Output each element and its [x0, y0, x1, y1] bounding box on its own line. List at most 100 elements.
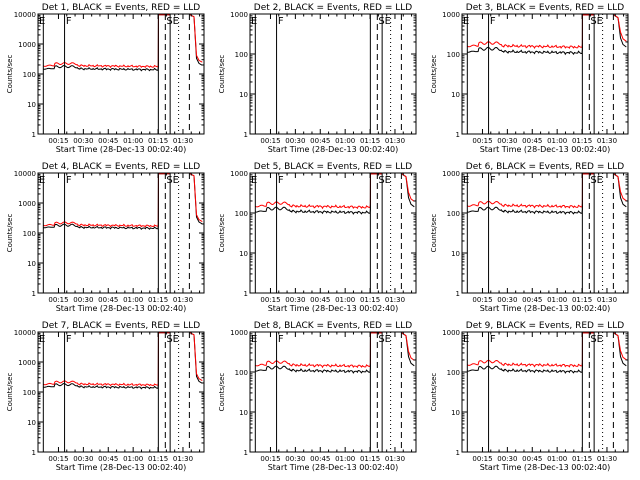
y-tick-label: 100 — [235, 369, 248, 377]
panel-title: Det 4, BLACK = Events, RED = LLD — [42, 162, 201, 172]
x-tick-label: 01:30 — [173, 137, 193, 145]
x-tick-label: 00:30 — [73, 137, 93, 145]
x-tick-label: 01:00 — [335, 137, 355, 145]
series-lld-line — [43, 14, 171, 69]
marker-f: F — [66, 16, 72, 27]
series-lld-line — [255, 173, 383, 210]
x-tick-label: 00:30 — [497, 455, 517, 463]
marker-e: E — [251, 16, 257, 27]
y-tick-label: 1 — [456, 131, 460, 139]
y-tick-label: 1 — [32, 290, 36, 298]
y-tick-label: 10 — [451, 91, 460, 99]
marker-e: E — [463, 175, 469, 186]
y-tick-label: 10 — [27, 260, 36, 268]
y-tick-label: 1000 — [442, 329, 460, 337]
marker-f: F — [490, 175, 496, 186]
x-tick-label: 00:15 — [48, 296, 68, 304]
y-tick-label: 10 — [27, 101, 36, 109]
x-tick-label: 00:45 — [522, 455, 542, 463]
marker-e: E — [39, 175, 45, 186]
y-tick-label: 1 — [244, 449, 248, 457]
y-axis-label: Counts/sec — [6, 214, 14, 253]
y-tick-label: 10 — [27, 419, 36, 427]
y-axis-label: Counts/sec — [6, 55, 14, 94]
x-axis-label: Start Time (28-Dec-13 00:02:40) — [56, 145, 187, 154]
x-tick-label: 01:15 — [572, 137, 592, 145]
x-axis-label: Start Time (28-Dec-13 00:02:40) — [480, 463, 611, 472]
series-events-tail — [189, 14, 203, 66]
detector-panel-9: Det 9, BLACK = Events, RED = LLD E F SE 1 10 1… — [430, 321, 629, 472]
series-lld-line — [43, 173, 171, 228]
marker-se: SE — [590, 16, 603, 27]
series-lld-tail — [189, 173, 203, 223]
y-tick-label: 100 — [23, 389, 36, 397]
x-tick-label: 00:15 — [472, 137, 492, 145]
x-tick-label: 01:30 — [385, 455, 405, 463]
y-tick-label: 1000 — [18, 200, 36, 208]
y-tick-label: 100 — [447, 210, 460, 218]
x-tick-label: 01:15 — [148, 455, 168, 463]
y-axis-label: Counts/sec — [6, 373, 14, 412]
plot-frame — [461, 331, 629, 453]
y-tick-label: 10 — [239, 91, 248, 99]
marker-f: F — [490, 16, 496, 27]
series-events-line — [43, 14, 171, 72]
marker-se: SE — [590, 175, 603, 186]
detector-panel-7: Det 7, BLACK = Events, RED = LLD E F SE 1 10 1… — [6, 321, 205, 472]
x-tick-label: 01:00 — [123, 137, 143, 145]
x-tick-label: 00:45 — [522, 137, 542, 145]
detector-panel-5: Det 5, BLACK = Events, RED = LLD E F SE 1 10 1… — [218, 162, 417, 313]
series-events-line — [467, 173, 595, 215]
y-tick-label: 1000 — [18, 359, 36, 367]
marker-e: E — [251, 175, 257, 186]
x-tick-label: 01:00 — [547, 296, 567, 304]
x-tick-label: 00:15 — [260, 137, 280, 145]
y-tick-label: 1000 — [18, 41, 36, 49]
y-tick-label: 1000 — [230, 11, 248, 19]
x-tick-label: 00:30 — [73, 296, 93, 304]
x-tick-label: 01:30 — [173, 296, 193, 304]
series-events-line — [43, 332, 171, 390]
x-tick-label: 01:15 — [360, 137, 380, 145]
y-tick-label: 10 — [451, 250, 460, 258]
x-axis-label: Start Time (28-Dec-13 00:02:40) — [268, 304, 399, 313]
x-axis-label: Start Time (28-Dec-13 00:02:40) — [56, 304, 187, 313]
panel-title: Det 3, BLACK = Events, RED = LLD — [466, 3, 625, 13]
x-axis-label: Start Time (28-Dec-13 00:02:40) — [268, 463, 399, 472]
y-tick-label: 100 — [235, 51, 248, 59]
marker-e: E — [39, 334, 45, 345]
series-lld-line — [467, 332, 595, 368]
panel-title: Det 2, BLACK = Events, RED = LLD — [254, 3, 413, 13]
x-tick-label: 01:15 — [360, 296, 380, 304]
detector-panel-2: Det 2, BLACK = Events, RED = LLD E F SE 1 10 1… — [218, 3, 417, 154]
series-lld-tail — [613, 14, 627, 42]
series-lld-tail — [401, 173, 415, 202]
series-lld-line — [467, 173, 595, 209]
x-tick-label: 00:15 — [260, 455, 280, 463]
x-tick-label: 00:15 — [472, 455, 492, 463]
series-lld-tail — [613, 173, 627, 202]
detector-panel-1: Det 1, BLACK = Events, RED = LLD E F SE 1 10 1… — [6, 3, 205, 154]
x-tick-label: 01:30 — [385, 296, 405, 304]
series-lld-line — [467, 14, 595, 49]
series-lld-tail — [189, 332, 203, 382]
y-tick-label: 1 — [32, 449, 36, 457]
panel-title: Det 5, BLACK = Events, RED = LLD — [254, 162, 413, 172]
marker-f: F — [490, 334, 496, 345]
x-tick-label: 00:45 — [522, 296, 542, 304]
y-axis-label: Counts/sec — [218, 55, 226, 94]
detector-panel-4: Det 4, BLACK = Events, RED = LLD E F SE 1 10 1… — [6, 162, 205, 313]
y-tick-label: 10 — [451, 409, 460, 417]
x-tick-label: 00:30 — [497, 137, 517, 145]
y-tick-label: 100 — [447, 51, 460, 59]
y-tick-label: 100 — [235, 210, 248, 218]
x-axis-label: Start Time (28-Dec-13 00:02:40) — [56, 463, 187, 472]
panel-title: Det 8, BLACK = Events, RED = LLD — [254, 321, 413, 331]
marker-f: F — [278, 16, 284, 27]
x-tick-label: 00:45 — [98, 455, 118, 463]
y-tick-label: 100 — [447, 369, 460, 377]
y-axis-label: Counts/sec — [430, 373, 438, 412]
x-axis-label: Start Time (28-Dec-13 00:02:40) — [480, 304, 611, 313]
detector-panel-6: Det 6, BLACK = Events, RED = LLD E F SE 1 10 1… — [430, 162, 629, 313]
marker-f: F — [278, 175, 284, 186]
